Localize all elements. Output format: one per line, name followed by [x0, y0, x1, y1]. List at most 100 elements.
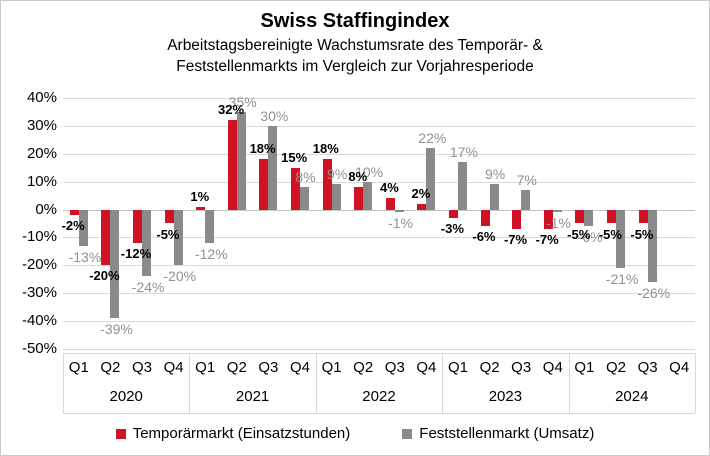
- x-axis-quarter-label: Q2: [226, 359, 247, 376]
- x-axis-quarter-label: Q1: [195, 359, 216, 376]
- y-axis-tick-label: 20%: [26, 144, 57, 162]
- bar-temporaermarkt: [638, 209, 648, 224]
- x-axis-year-label: 2021: [235, 388, 270, 405]
- x-axis-year-label: 2024: [615, 388, 649, 405]
- y-axis-tick-label: 30%: [26, 116, 57, 134]
- gridline: [63, 98, 695, 99]
- value-label-temporaermarkt: -3%: [440, 220, 464, 236]
- axis-band-separator: [315, 353, 317, 413]
- value-label-feststellenmarkt: -26%: [637, 285, 671, 302]
- x-axis-quarter-label: Q3: [131, 359, 152, 376]
- legend-swatch-gray-icon: [402, 428, 413, 439]
- value-label-temporaermarkt: -2%: [61, 218, 85, 234]
- bar-temporaermarkt: [449, 209, 458, 218]
- axis-band-separator: [442, 353, 444, 413]
- value-label-feststellenmarkt: 17%: [449, 144, 478, 161]
- bar-temporaermarkt: [133, 209, 142, 243]
- x-axis-quarter-label: Q4: [163, 359, 184, 376]
- x-axis-quarter-label: Q3: [384, 359, 405, 376]
- y-axis-tick-label: -40%: [21, 312, 57, 330]
- value-label-feststellenmarkt: -13%: [68, 248, 102, 265]
- chart-title: Swiss Staffingindex: [260, 10, 450, 32]
- value-label-feststellenmarkt: -39%: [100, 321, 133, 338]
- value-label-feststellenmarkt: 10%: [355, 163, 384, 180]
- value-label-temporaermarkt: 18%: [312, 141, 339, 157]
- value-label-temporaermarkt: -5%: [567, 226, 591, 242]
- y-axis-tick-label: 0%: [35, 200, 57, 218]
- bar-temporaermarkt: [543, 209, 553, 230]
- gridline: [63, 349, 695, 350]
- bar-feststellenmarkt: [236, 111, 246, 210]
- x-axis-quarter-label: Q4: [416, 359, 437, 376]
- bar-feststellenmarkt: [426, 148, 436, 210]
- value-label-temporaermarkt: -7%: [503, 232, 528, 248]
- y-axis-tick-label: 10%: [26, 172, 57, 190]
- value-label-temporaermarkt: 4%: [379, 180, 399, 196]
- bar-feststellenmarkt: [78, 209, 88, 246]
- bar-feststellenmarkt: [110, 209, 120, 319]
- x-axis-quarter-label: Q4: [289, 359, 310, 376]
- gridline: [63, 293, 695, 295]
- value-label-temporaermarkt: -6%: [472, 229, 496, 245]
- bar-feststellenmarkt: [458, 162, 467, 210]
- zero-gridline: [63, 209, 695, 211]
- bar-temporaermarkt: [385, 198, 395, 210]
- bar-temporaermarkt: [322, 159, 332, 210]
- value-label-feststellenmarkt: 30%: [260, 107, 289, 124]
- legend-item-feststellenmarkt: Feststellenmarkt (Umsatz): [402, 425, 594, 442]
- gridline: [63, 181, 695, 183]
- bar-feststellenmarkt: [616, 209, 625, 269]
- bar-temporaermarkt: [101, 209, 111, 266]
- axis-band-separator: [63, 353, 64, 413]
- bar-feststellenmarkt: [521, 190, 531, 210]
- bar-feststellenmarkt: [205, 209, 215, 243]
- value-label-feststellenmarkt: -20%: [163, 268, 197, 285]
- value-label-feststellenmarkt: 22%: [418, 130, 447, 147]
- value-label-temporaermarkt: -20%: [89, 268, 120, 284]
- value-label-temporaermarkt: -5%: [598, 226, 622, 242]
- bar-feststellenmarkt: [300, 187, 309, 210]
- x-axis-quarter-label: Q1: [321, 359, 342, 376]
- y-axis-tick-label: -50%: [21, 340, 57, 357]
- y-axis-tick-label: -10%: [21, 228, 57, 246]
- bar-feststellenmarkt: [647, 209, 657, 283]
- value-label-temporaermarkt: 2%: [411, 185, 431, 201]
- value-label-feststellenmarkt: 7%: [516, 172, 537, 189]
- value-label-temporaermarkt: -5%: [156, 226, 180, 242]
- x-axis-quarter-label: Q3: [511, 359, 532, 376]
- x-axis-quarter-label: Q2: [353, 359, 374, 376]
- bar-temporaermarkt: [259, 159, 269, 210]
- axis-band-top-line: [63, 353, 695, 354]
- bar-feststellenmarkt: [394, 209, 404, 213]
- chart-subtitle: Arbeitstagsbereinigte Wachstumsrate des …: [1, 35, 709, 77]
- bar-feststellenmarkt: [363, 181, 373, 210]
- value-label-feststellenmarkt: -12%: [194, 246, 228, 263]
- x-axis-quarter-label: Q2: [479, 359, 500, 376]
- bar-feststellenmarkt: [173, 209, 183, 266]
- x-axis-quarter-label: Q4: [542, 359, 563, 376]
- x-axis-quarter-label: Q2: [100, 359, 121, 376]
- x-axis-year-label: 2020: [109, 388, 143, 405]
- bar-temporaermarkt: [512, 209, 522, 230]
- bar-feststellenmarkt: [489, 184, 499, 210]
- x-axis-quarter-label: Q3: [258, 359, 279, 376]
- legend-swatch-red-icon: [115, 428, 126, 439]
- axis-band-bottom-line: [63, 413, 695, 414]
- bar-temporaermarkt: [69, 209, 79, 216]
- bar-feststellenmarkt: [331, 184, 341, 210]
- value-label-feststellenmarkt: 9%: [484, 166, 506, 183]
- gridline: [63, 153, 695, 155]
- value-label-feststellenmarkt: -6%: [577, 229, 603, 246]
- chart-subtitle-line2: Feststellenmarkts im Vergleich zur Vorja…: [176, 58, 534, 75]
- bar-feststellenmarkt: [584, 209, 594, 227]
- value-label-feststellenmarkt: -21%: [605, 271, 639, 288]
- legend-label-temporaermarkt: Temporärmarkt (Einsatzstunden): [132, 425, 351, 442]
- axis-band-separator: [189, 353, 191, 413]
- bar-temporaermarkt: [227, 120, 237, 210]
- gridline: [63, 265, 695, 267]
- x-axis-quarter-label: Q1: [447, 359, 468, 376]
- legend-label-feststellenmarkt: Feststellenmarkt (Umsatz): [419, 425, 595, 442]
- bar-feststellenmarkt: [142, 209, 151, 277]
- value-label-feststellenmarkt: 8%: [295, 169, 316, 186]
